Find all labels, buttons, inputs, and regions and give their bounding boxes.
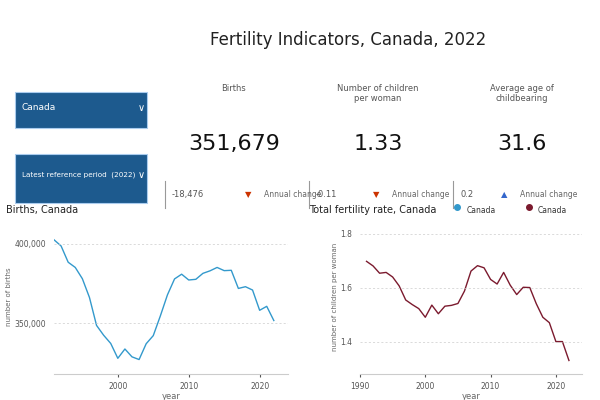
Y-axis label: number of children per woman: number of children per woman xyxy=(332,243,338,351)
Text: Province/Territory: Province/Territory xyxy=(17,78,103,88)
Text: ∨: ∨ xyxy=(137,170,145,180)
X-axis label: year: year xyxy=(161,392,181,400)
Text: ▲: ▲ xyxy=(501,190,508,199)
Y-axis label: number of births: number of births xyxy=(6,268,12,326)
Text: Fertility Indicators, Canada, 2022: Fertility Indicators, Canada, 2022 xyxy=(210,31,486,49)
Text: Number of children
per woman: Number of children per woman xyxy=(337,84,419,104)
Text: Canada: Canada xyxy=(22,103,56,112)
Text: Total fertility rate, Canada: Total fertility rate, Canada xyxy=(309,205,436,215)
Text: ∨: ∨ xyxy=(137,103,145,113)
Text: ▼: ▼ xyxy=(373,190,379,199)
Text: 1.33: 1.33 xyxy=(353,134,403,154)
Text: Births, Canada: Births, Canada xyxy=(6,205,78,215)
Text: 351,679: 351,679 xyxy=(188,134,280,154)
Text: Latest reference period  (2022): Latest reference period (2022) xyxy=(22,172,135,178)
FancyBboxPatch shape xyxy=(14,154,147,203)
Text: -0.11: -0.11 xyxy=(316,190,337,199)
Text: 0.2: 0.2 xyxy=(460,190,473,199)
FancyBboxPatch shape xyxy=(14,92,147,128)
X-axis label: year: year xyxy=(461,392,481,400)
Text: Annual change: Annual change xyxy=(263,190,321,199)
Text: Canada: Canada xyxy=(538,206,567,215)
Text: Canada: Canada xyxy=(466,206,496,215)
Text: Annual change: Annual change xyxy=(392,190,449,199)
Text: ▼: ▼ xyxy=(245,190,251,199)
Text: Year: Year xyxy=(17,138,38,148)
Text: Average age of
childbearing: Average age of childbearing xyxy=(490,84,554,104)
Text: Births: Births xyxy=(221,84,247,93)
Text: -18,476: -18,476 xyxy=(172,190,205,199)
Text: 31.6: 31.6 xyxy=(497,134,547,154)
Text: Annual change: Annual change xyxy=(520,190,577,199)
